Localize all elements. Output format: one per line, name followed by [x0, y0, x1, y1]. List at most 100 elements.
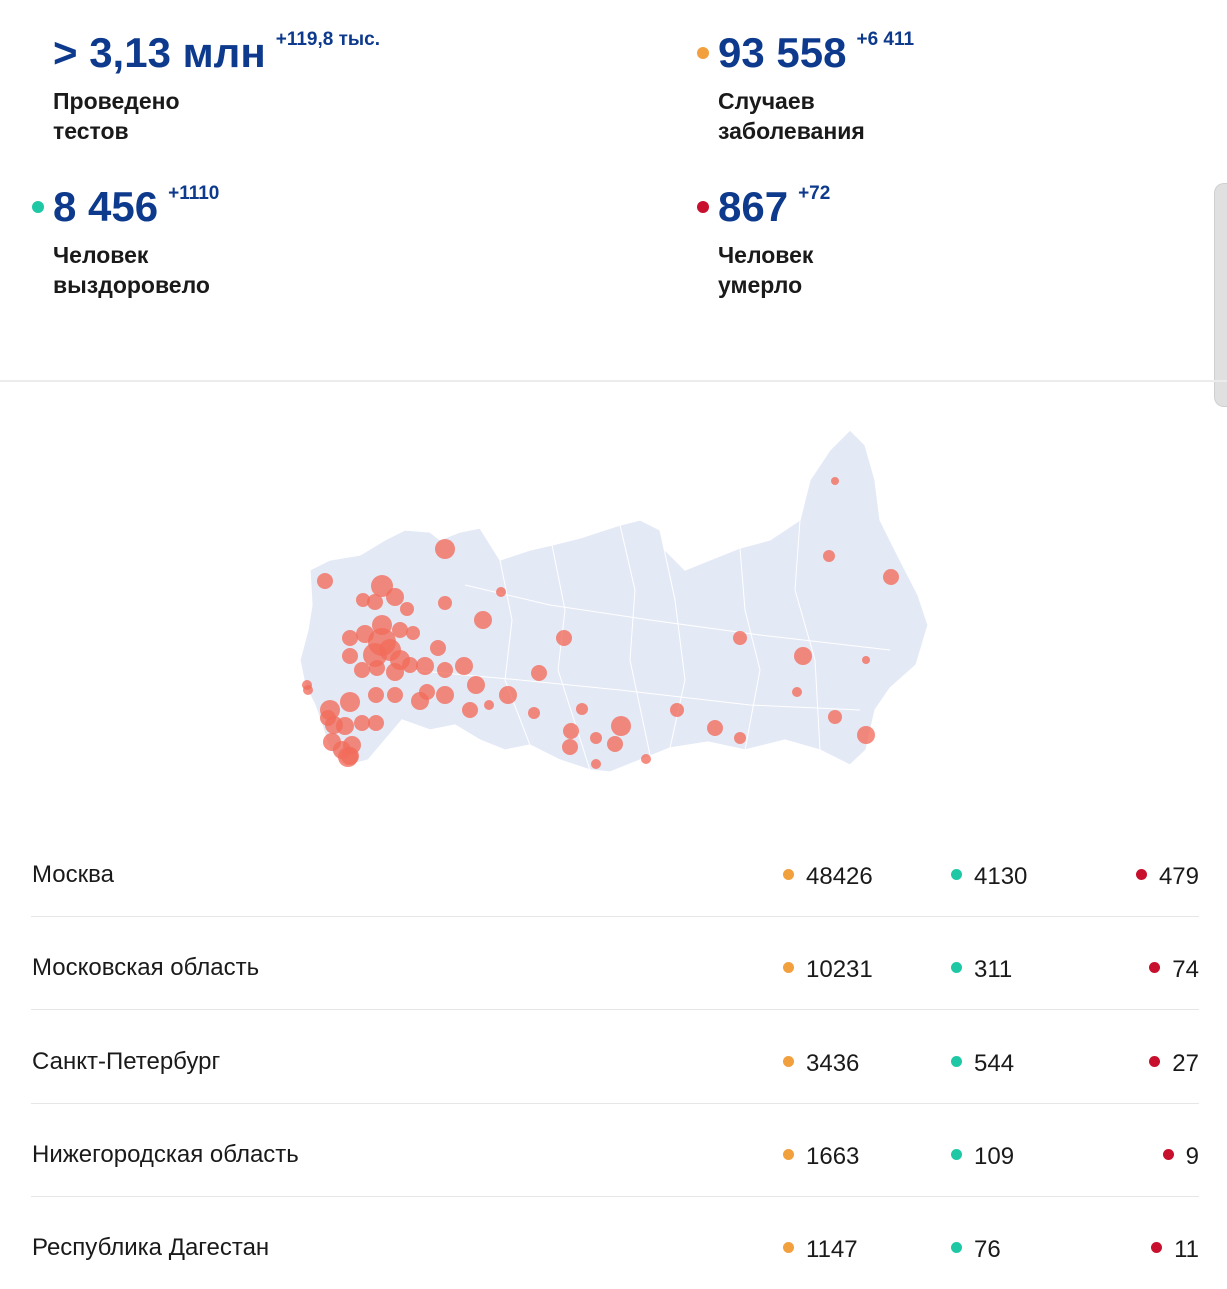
map-marker[interactable]: [411, 692, 429, 710]
map-marker[interactable]: [371, 575, 393, 597]
deaths-dot-icon: [1149, 1056, 1161, 1067]
map-marker[interactable]: [430, 640, 446, 656]
map-marker[interactable]: [336, 717, 354, 735]
map-marker[interactable]: [733, 631, 747, 645]
map-marker[interactable]: [342, 630, 358, 646]
map-marker[interactable]: [611, 716, 631, 736]
map-marker[interactable]: [392, 622, 408, 638]
map-marker[interactable]: [883, 569, 899, 585]
map-marker[interactable]: [734, 732, 746, 744]
tests-delta: +119,8 тыс.: [275, 29, 380, 50]
map-marker[interactable]: [400, 602, 414, 616]
table-row[interactable]: Санкт-Петербург 3436 544 27: [31, 1010, 1199, 1104]
map-marker[interactable]: [437, 662, 453, 678]
map-marker[interactable]: [387, 687, 403, 703]
russia-map[interactable]: [290, 420, 940, 790]
region-name: Нижегородская область: [32, 1141, 299, 1168]
map-territory: [299, 429, 929, 773]
cases-dot-icon: [783, 869, 794, 880]
tests-value: > 3,13 млн: [53, 29, 266, 76]
map-marker[interactable]: [474, 611, 492, 629]
table-row[interactable]: Нижегородская область 1663 109 9: [31, 1103, 1199, 1197]
map-marker[interactable]: [455, 657, 473, 675]
stat-tests: > 3,13 млн +119,8 тыс. Проведено тестов: [53, 29, 380, 146]
map-marker[interactable]: [406, 626, 420, 640]
cases-dot-icon: [697, 47, 709, 59]
map-marker[interactable]: [831, 477, 839, 485]
map-marker[interactable]: [367, 594, 383, 610]
region-name: Санкт-Петербург: [32, 1048, 221, 1075]
map-marker[interactable]: [590, 732, 602, 744]
cases-cell: 10231: [783, 956, 873, 986]
recovered-dot-icon: [951, 869, 962, 880]
deaths-dot-icon: [1162, 1149, 1174, 1160]
map-marker[interactable]: [496, 587, 506, 597]
map-marker[interactable]: [317, 573, 333, 589]
map-marker[interactable]: [576, 703, 588, 715]
cases-label: Случаев заболевания: [718, 88, 865, 144]
map-marker[interactable]: [484, 700, 494, 710]
map-marker[interactable]: [528, 707, 540, 719]
map-marker[interactable]: [562, 739, 578, 755]
cases-dot-icon: [783, 1056, 794, 1067]
map-marker[interactable]: [531, 665, 547, 681]
recovered-cell: 76: [951, 1236, 1001, 1266]
recovered-cell: 311: [951, 956, 1012, 986]
map-marker[interactable]: [303, 685, 313, 695]
map-marker[interactable]: [862, 656, 870, 664]
map-marker[interactable]: [438, 596, 452, 610]
cases-delta: +6 411: [856, 29, 915, 50]
scrollbar[interactable]: [1214, 183, 1227, 407]
map-marker[interactable]: [416, 657, 434, 675]
map-marker[interactable]: [386, 588, 404, 606]
map-marker[interactable]: [563, 723, 579, 739]
map-marker[interactable]: [828, 710, 842, 724]
tests-label: Проведено тестов: [53, 88, 180, 144]
russia-map-svg: [299, 429, 929, 773]
map-marker[interactable]: [386, 663, 404, 681]
map-marker[interactable]: [556, 630, 572, 646]
map-marker[interactable]: [467, 676, 485, 694]
map-marker[interactable]: [368, 687, 384, 703]
cases-cell: 1147: [783, 1236, 858, 1266]
deaths-cell: 479: [1135, 863, 1199, 893]
recovered-value: 8 456: [53, 183, 159, 230]
table-row[interactable]: Москва 48426 4130 479: [31, 823, 1199, 917]
map-markers: [302, 477, 899, 769]
deaths-cell: 9: [1162, 1143, 1199, 1173]
map-marker[interactable]: [462, 702, 478, 718]
table-row[interactable]: Московская область 10231 311 74: [31, 916, 1199, 1010]
cases-dot-icon: [783, 1242, 794, 1253]
map-marker[interactable]: [342, 648, 358, 664]
map-marker[interactable]: [435, 539, 455, 559]
map-marker[interactable]: [591, 759, 601, 769]
map-marker[interactable]: [607, 736, 623, 752]
map-marker[interactable]: [356, 593, 370, 607]
region-name: Московская область: [32, 954, 260, 981]
map-marker[interactable]: [707, 720, 723, 736]
map-marker[interactable]: [369, 660, 385, 676]
cases-cell: 1663: [783, 1143, 859, 1173]
table-row[interactable]: Республика Дагестан 1147 76 11: [31, 1196, 1199, 1289]
map-marker[interactable]: [823, 550, 835, 562]
map-marker[interactable]: [436, 686, 454, 704]
map-marker[interactable]: [354, 715, 370, 731]
recovered-dot-icon: [951, 1149, 962, 1160]
map-region-borders: [409, 519, 891, 771]
map-marker[interactable]: [402, 657, 418, 673]
stat-recovered: 8 456 +1110 Человек выздоровело: [53, 183, 219, 300]
map-marker[interactable]: [857, 726, 875, 744]
map-marker[interactable]: [670, 703, 684, 717]
deaths-delta: +72: [798, 183, 831, 204]
map-marker[interactable]: [340, 692, 360, 712]
map-marker[interactable]: [368, 715, 384, 731]
region-name: Москва: [32, 861, 114, 888]
map-marker[interactable]: [499, 686, 517, 704]
map-marker[interactable]: [794, 647, 812, 665]
map-marker[interactable]: [354, 662, 370, 678]
map-marker[interactable]: [341, 747, 359, 765]
region-name: Республика Дагестан: [32, 1234, 270, 1261]
map-marker[interactable]: [363, 643, 387, 667]
map-marker[interactable]: [792, 687, 802, 697]
map-marker[interactable]: [641, 754, 651, 764]
